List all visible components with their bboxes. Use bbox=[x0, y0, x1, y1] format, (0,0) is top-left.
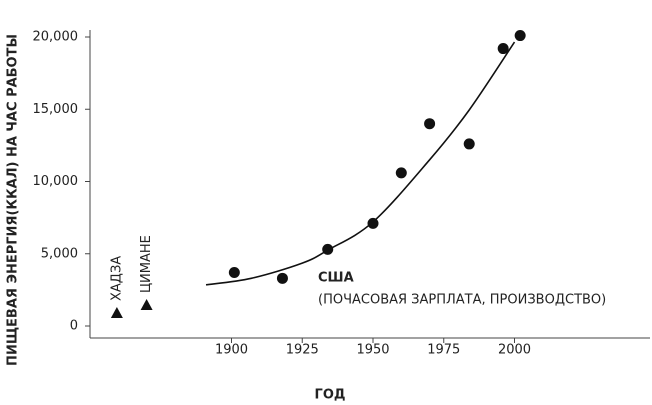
y-tick-label: 20,000 bbox=[33, 30, 79, 45]
y-tick-label: 10,000 bbox=[33, 174, 79, 189]
point-label: ЦИМАНЕ bbox=[139, 235, 154, 293]
point bbox=[497, 43, 509, 55]
point bbox=[322, 243, 334, 255]
x-axis-label: ГОД bbox=[315, 388, 346, 403]
point bbox=[395, 167, 407, 179]
series-label: США bbox=[318, 271, 354, 286]
trend-line bbox=[205, 41, 516, 286]
x-tick-label: 1925 bbox=[286, 343, 319, 358]
x-tick-label: 1900 bbox=[215, 343, 248, 358]
x-tick-label: 1975 bbox=[427, 343, 460, 358]
x-tick-label: 2000 bbox=[498, 343, 531, 358]
point bbox=[276, 272, 288, 284]
annotation: (ПОЧАСОВАЯ ЗАРПЛАТА, ПРОИЗВОДСТВО) bbox=[318, 293, 606, 308]
point bbox=[514, 30, 526, 42]
point-label: ХАДЗА bbox=[109, 256, 124, 301]
point bbox=[228, 267, 240, 279]
point bbox=[424, 118, 436, 130]
triangle-point bbox=[140, 299, 153, 311]
y-tick-label: 15,000 bbox=[33, 102, 79, 117]
y-tick-label: 0 bbox=[70, 319, 78, 334]
point bbox=[367, 217, 379, 229]
point bbox=[463, 138, 475, 150]
y-tick-label: 5,000 bbox=[41, 246, 78, 261]
y-axis-label: ПИЩЕВАЯ ЭНЕРГИЯ(ККАЛ) НА ЧАС РАБОТЫ bbox=[6, 34, 21, 366]
x-tick-label: 1950 bbox=[356, 343, 389, 358]
triangle-point bbox=[110, 306, 123, 318]
